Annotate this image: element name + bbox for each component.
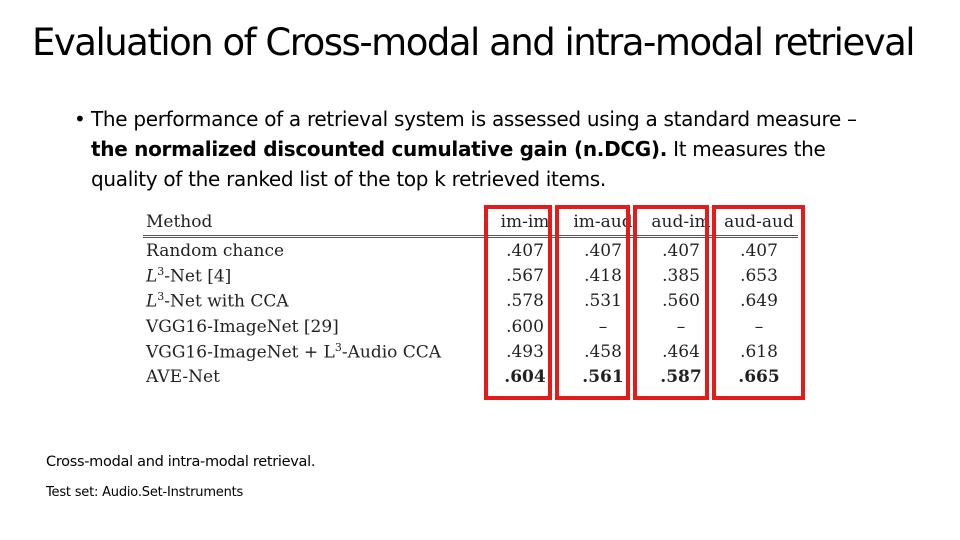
- value-cell: .407: [740, 240, 778, 261]
- value-cell: .665: [738, 367, 780, 388]
- highlight-box-aud-im: [633, 205, 709, 400]
- value-cell: .578: [506, 291, 544, 312]
- bullet-text-before: The performance of a retrieval system is…: [91, 107, 857, 131]
- table-row: Random chance .407 .407 .407 .407: [143, 237, 798, 264]
- table-row: AVE-Net .604 .561 .587 .665: [143, 364, 798, 389]
- method-rest: VGG16-ImageNet + L: [146, 342, 335, 363]
- value-cell: .407: [506, 240, 544, 261]
- value-cell: –: [754, 316, 764, 337]
- bullet-marker: •: [74, 107, 86, 131]
- highlight-box-im-aud: [555, 205, 630, 400]
- value-cell: .653: [740, 265, 778, 286]
- value-cell: .407: [584, 240, 622, 261]
- table-row: VGG16-ImageNet [29] .600 – – –: [143, 314, 798, 339]
- method-rest: -Net with CCA: [164, 292, 289, 313]
- method-sup: 3: [157, 265, 165, 279]
- table-row: L3-Net [4] .567 .418 .385 .653: [143, 263, 798, 288]
- bullet-bold-text: the normalized discounted cumulative gai…: [91, 137, 668, 161]
- value-cell: .385: [662, 265, 700, 286]
- header-im-aud: im-aud: [573, 211, 633, 232]
- method-italic: L: [146, 266, 158, 287]
- value-cell: .587: [660, 367, 702, 388]
- value-cell: .567: [506, 265, 544, 286]
- value-cell: .458: [584, 341, 622, 362]
- highlight-box-im-im: [484, 205, 552, 400]
- table-caption: Cross-modal and intra-modal retrieval.: [46, 454, 316, 470]
- table-row: L3-Net with CCA .578 .531 .560 .649: [143, 289, 798, 314]
- header-im-im: im-im: [500, 211, 550, 232]
- method-cell: AVE-Net: [146, 367, 220, 388]
- value-cell: .604: [504, 367, 546, 388]
- method-cell: VGG16-ImageNet + L3-Audio CCA: [143, 339, 486, 364]
- method-cell: VGG16-ImageNet [29]: [146, 316, 339, 337]
- method-rest: -Net [4]: [164, 266, 232, 287]
- value-cell: .561: [582, 367, 624, 388]
- value-cell: –: [676, 316, 686, 337]
- method-sup: 3: [334, 341, 342, 354]
- table-row: VGG16-ImageNet + L3-Audio CCA .493 .458 …: [143, 339, 798, 364]
- value-cell: –: [598, 316, 608, 337]
- value-cell: .464: [662, 341, 700, 362]
- header-aud-im: aud-im: [651, 211, 711, 232]
- bullet-text-after: It measures the quality of the ranked li…: [91, 137, 826, 191]
- value-cell: .418: [584, 265, 622, 286]
- value-cell: .407: [662, 240, 700, 261]
- page-title: Evaluation of Cross-modal and intra-moda…: [32, 21, 916, 64]
- value-cell: .493: [506, 341, 544, 362]
- header-aud-aud: aud-aud: [724, 211, 794, 232]
- value-cell: .531: [584, 291, 622, 312]
- value-cell: .560: [662, 291, 700, 312]
- method-italic: L: [146, 292, 158, 313]
- value-cell: .649: [740, 291, 778, 312]
- value-cell: .600: [506, 316, 544, 337]
- value-cell: .618: [740, 341, 778, 362]
- method-sup: 3: [157, 290, 165, 304]
- bullet-point: • The performance of a retrieval system …: [74, 104, 891, 194]
- highlight-box-aud-aud: [712, 205, 805, 400]
- table-header-row: Method im-im im-aud aud-im aud-aud: [143, 208, 798, 237]
- method-cell: L3-Net [4]: [143, 263, 486, 288]
- method-rest: -Audio CCA: [341, 342, 442, 363]
- header-method: Method: [146, 211, 213, 232]
- method-cell: Random chance: [146, 240, 285, 261]
- test-set-label: Test set: Audio.Set-Instruments: [46, 485, 244, 500]
- method-cell: L3-Net with CCA: [143, 289, 486, 314]
- results-table: Method im-im im-aud aud-im aud-aud Rando…: [143, 208, 808, 404]
